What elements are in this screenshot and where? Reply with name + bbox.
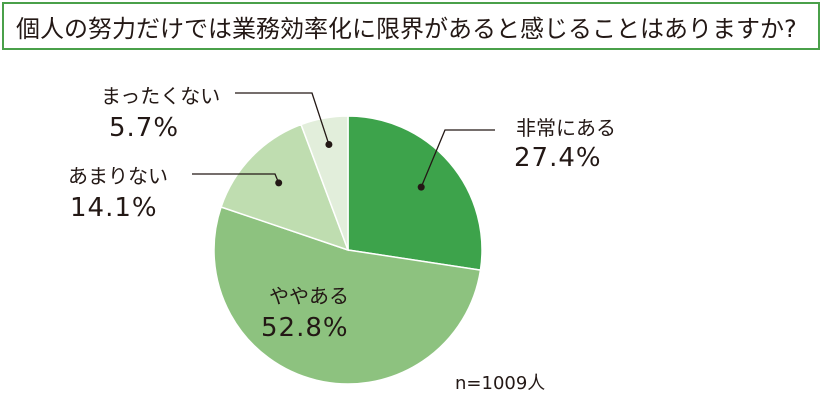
label-group-somewhat: ややある 52.8%: [261, 280, 349, 343]
leader-dot-not-much: [275, 179, 283, 187]
pie-slice-very: [347, 115, 483, 271]
leader-dot-very: [417, 183, 425, 191]
value-label-not-much: 14.1%: [70, 193, 158, 223]
category-label-not-at-all: まったくない: [101, 84, 221, 108]
label-group-not-much: あまりない 14.1%: [68, 160, 168, 223]
value-label-somewhat: 52.8%: [261, 313, 349, 343]
value-label-very: 27.4%: [514, 143, 602, 173]
label-group-not-at-all: まったくない 5.7%: [101, 80, 220, 143]
sample-size-note: n=1009人: [455, 373, 546, 394]
pie-slice-not-much: [220, 123, 350, 252]
category-label-not-much: あまりない: [68, 164, 168, 188]
leader-line-not-at-all: [235, 92, 330, 145]
chart-title: 個人の努力だけでは業務効率化に限界があると感じることはありますか?: [16, 14, 797, 43]
leader-dot-not-at-all: [325, 141, 333, 148]
title-box: 個人の努力だけでは業務効率化に限界があると感じることはありますか?: [2, 2, 820, 50]
category-label-somewhat: ややある: [269, 284, 349, 308]
label-group-very: 非常にある 27.4%: [514, 112, 616, 173]
leader-line-very: [420, 129, 495, 188]
value-label-not-at-all: 5.7%: [109, 113, 180, 143]
category-label-very: 非常にある: [516, 116, 616, 140]
pie-slice-somewhat: [213, 206, 482, 385]
pie-slice-not-at-all: [300, 115, 349, 251]
